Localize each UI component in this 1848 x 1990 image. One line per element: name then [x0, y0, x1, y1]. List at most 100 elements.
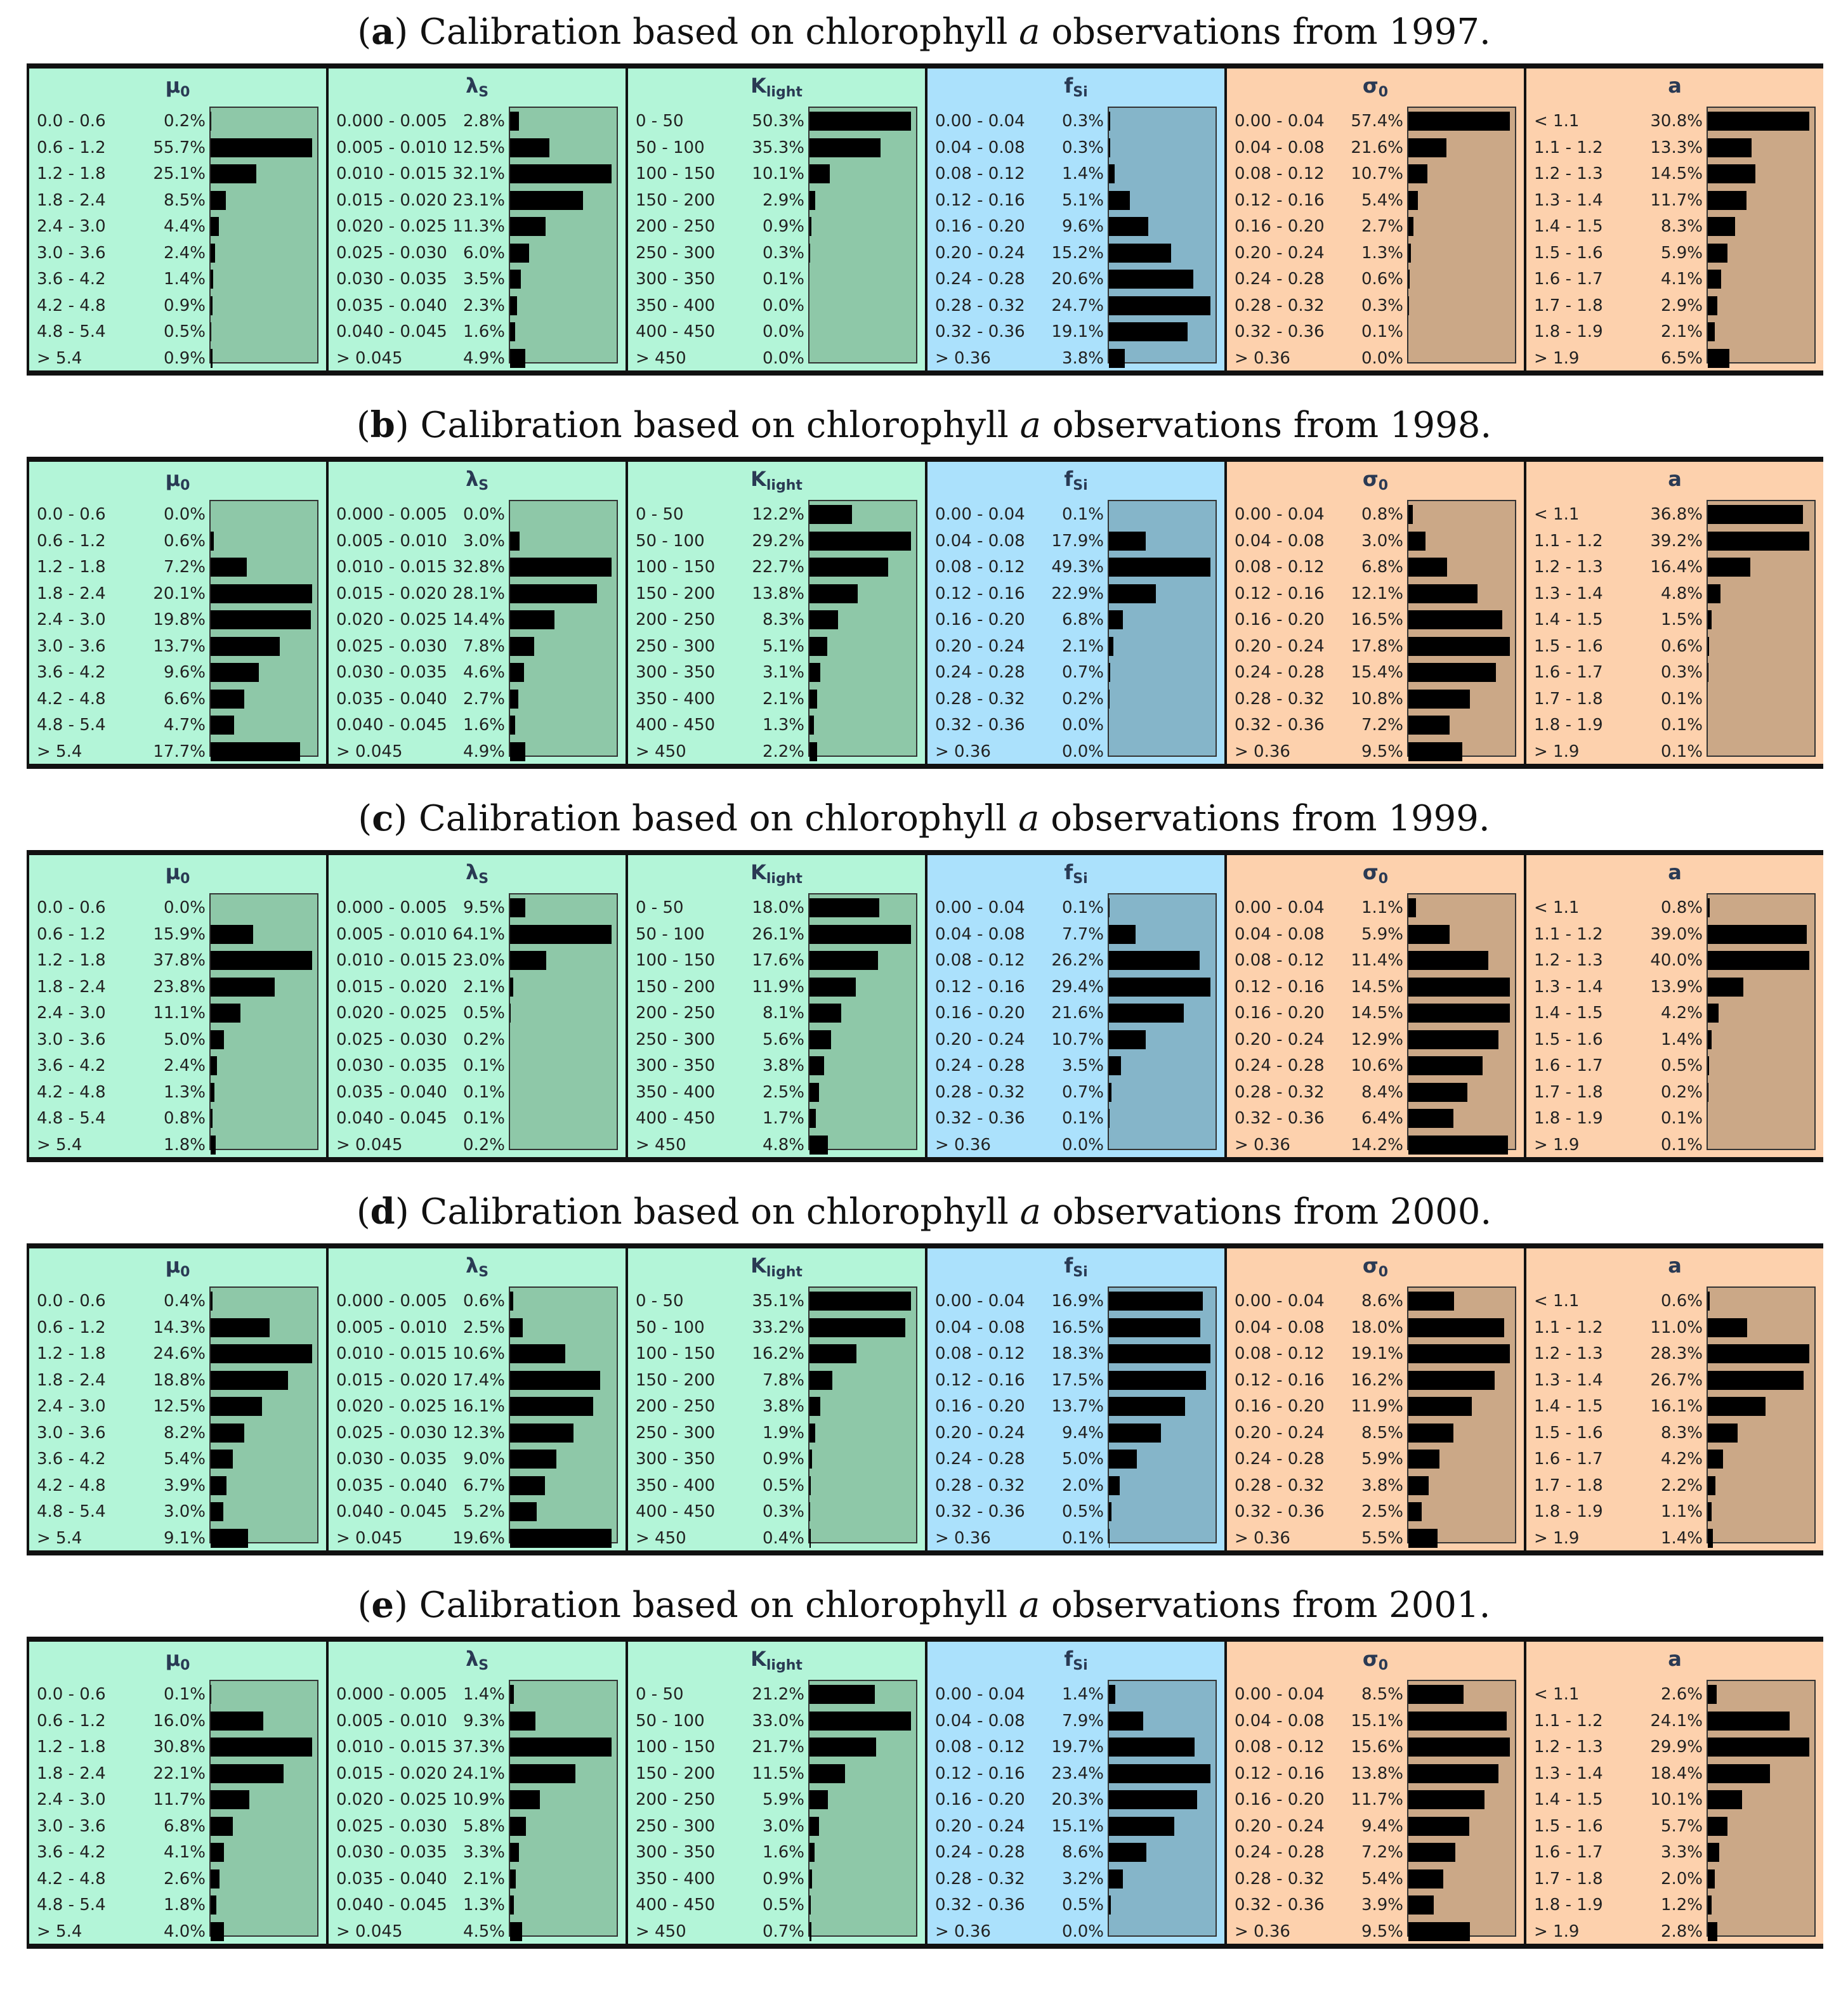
bin-percent-label: 4.0% [163, 1921, 206, 1941]
panel-title: λS [329, 1647, 626, 1676]
histogram-bar [1708, 636, 1709, 656]
bin-percent-label: 25.1% [153, 164, 206, 183]
bin-label: 250 - 300 [636, 1030, 716, 1049]
histogram-bar [1109, 1502, 1111, 1521]
bin-percent-label: 1.4% [163, 270, 206, 289]
histogram-bar [510, 1738, 612, 1757]
figure-section-e: (e) Calibration based on chlorophyll a o… [0, 1573, 1848, 1967]
panel-title-symbol: a [1668, 467, 1682, 491]
panel-title: fSi [927, 467, 1224, 496]
histogram-bar [1408, 636, 1510, 656]
bin-label: 2.4 - 3.0 [37, 217, 106, 236]
bin-percent-label: 10.1% [1650, 1790, 1703, 1809]
histogram-bar [809, 1135, 828, 1155]
bin-label: 1.8 - 2.4 [37, 1764, 106, 1783]
histogram-bar [211, 1528, 248, 1548]
bin-label: > 5.4 [37, 1921, 82, 1941]
caption-text-italic: a [1019, 11, 1040, 53]
histogram-bar [1109, 1685, 1115, 1704]
histogram-bar [211, 1344, 312, 1363]
bin-percent-label: 20.3% [1051, 1790, 1104, 1809]
bin-label: 0.00 - 0.04 [1235, 112, 1325, 131]
histogram-bar [211, 924, 253, 944]
bin-label: 0.00 - 0.04 [935, 1685, 1025, 1704]
bin-percent-label: 1.6% [762, 1843, 804, 1862]
histogram-bar [1109, 1004, 1184, 1023]
histogram-bar [1109, 243, 1171, 263]
histogram-bar [809, 924, 911, 944]
histogram-bar [1109, 531, 1146, 551]
bin-percent-label: 9.6% [163, 663, 206, 682]
histogram-bar [1408, 1135, 1508, 1155]
histogram-bar [510, 243, 529, 263]
bin-percent-label: 2.1% [462, 1869, 505, 1889]
bin-percent-label: 3.1% [762, 663, 804, 682]
bin-label: 0.16 - 0.20 [935, 217, 1025, 236]
bin-label: 4.2 - 4.8 [37, 1476, 106, 1495]
bin-label: > 0.36 [935, 1135, 991, 1155]
bin-label: 400 - 450 [636, 322, 716, 341]
bin-label: 0.6 - 1.2 [37, 138, 106, 157]
bin-label: 0.12 - 0.16 [935, 584, 1025, 603]
histogram-bar [809, 1292, 911, 1311]
bin-label: 0.08 - 0.12 [935, 164, 1025, 183]
bin-percent-label: 0.3% [1061, 112, 1104, 131]
bin-label: 0.020 - 0.025 [336, 1397, 447, 1416]
bin-percent-label: 7.2% [1361, 1843, 1403, 1862]
bin-label: 1.2 - 1.3 [1534, 1738, 1603, 1757]
bin-percent-label: 13.9% [1650, 977, 1703, 997]
bin-label: 0.04 - 0.08 [935, 1318, 1025, 1337]
bin-label: 0.08 - 0.12 [1235, 164, 1325, 183]
histogram-bar [1109, 270, 1193, 289]
bin-percent-label: 16.2% [752, 1344, 804, 1363]
histogram-bar [1109, 138, 1110, 157]
bin-label: 300 - 350 [636, 1450, 716, 1469]
histogram-panel-1: λS 0.000 - 0.005 0.6% 0.005 - 0.010 2.5% 0.01… [329, 1248, 626, 1550]
bin-percent-label: 2.1% [462, 977, 505, 997]
bin-label: 200 - 250 [636, 217, 716, 236]
histogram-bar [1708, 138, 1752, 157]
histogram-bar [1408, 1711, 1507, 1731]
bin-percent-label: 24.1% [1650, 1711, 1703, 1731]
panel-title: fSi [927, 1254, 1224, 1283]
histogram-bar [809, 190, 815, 210]
bin-percent-label: 10.7% [1351, 164, 1403, 183]
bin-percent-label: 11.1% [153, 1004, 206, 1023]
histogram-bar [211, 1476, 226, 1495]
bin-percent-label: 15.9% [153, 924, 206, 944]
histogram-bar [1708, 531, 1809, 551]
bin-label: > 0.045 [336, 742, 403, 761]
bin-label: 0.16 - 0.20 [935, 610, 1025, 629]
bin-label: 0.00 - 0.04 [935, 1292, 1025, 1311]
histogram-bar [809, 1843, 815, 1862]
bin-percent-label: 11.7% [153, 1790, 206, 1809]
bin-label: 250 - 300 [636, 1816, 716, 1836]
bin-label: 100 - 150 [636, 164, 716, 183]
histogram-bar [211, 1397, 262, 1416]
bin-label: 1.2 - 1.3 [1534, 558, 1603, 577]
histogram-bar [1109, 1528, 1110, 1548]
histogram-bar [211, 977, 275, 997]
panel-title: μ0 [29, 74, 326, 103]
histogram-panel-5: a < 1.1 0.8% 1.1 - 1.2 39.0% 1.2 - 1.3 40.0% 1.… [1526, 855, 1823, 1157]
histogram-bar [1408, 1790, 1484, 1809]
bin-percent-label: 5.9% [1361, 1450, 1403, 1469]
histogram-bar [211, 1318, 270, 1337]
histogram-bar [1408, 742, 1462, 761]
bin-percent-label: 0.6% [1361, 270, 1403, 289]
bin-percent-label: 12.2% [752, 505, 804, 524]
bin-percent-label: 0.3% [1061, 138, 1104, 157]
bin-label: 0.04 - 0.08 [1235, 924, 1325, 944]
bar-area [1707, 893, 1816, 1150]
histogram-bar [1109, 322, 1188, 341]
histogram-bar [1109, 1344, 1210, 1363]
histogram-bar [211, 1502, 223, 1521]
bin-label: 1.3 - 1.4 [1534, 977, 1603, 997]
bin-percent-label: 7.8% [462, 636, 505, 656]
panel-title-symbol: λ [465, 74, 479, 98]
bin-label: 0.12 - 0.16 [935, 1370, 1025, 1390]
bin-percent-label: 0.1% [1660, 716, 1703, 735]
histogram-bar [211, 1082, 214, 1102]
bin-percent-label: 24.6% [153, 1344, 206, 1363]
bin-percent-label: 0.1% [1660, 1135, 1703, 1155]
